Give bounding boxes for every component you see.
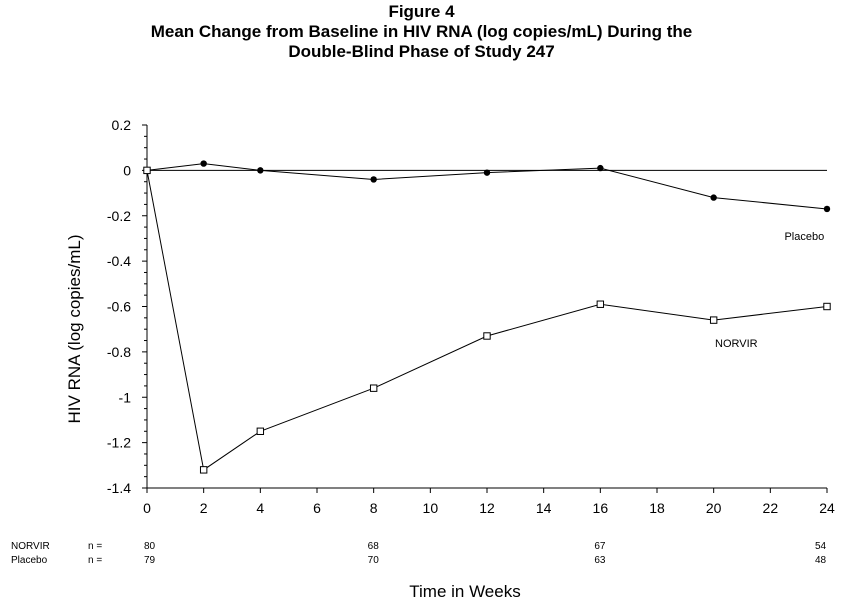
x-tick-label: 14 [536,500,552,516]
norvir-data-point [483,332,491,340]
y-tick-label: -0.6 [107,299,131,315]
x-tick-label: 12 [479,500,495,516]
figure-title-line-2: Mean Change from Baseline in HIV RNA (lo… [150,22,693,41]
x-tick-label: 18 [649,500,665,516]
norvir-data-point [199,466,208,474]
norvir-data-point [709,316,718,324]
placebo-n-value: 79 [144,555,156,566]
norvir-n-value: 67 [594,541,606,552]
placebo-n-value: 48 [815,555,827,566]
placebo-series-label: Placebo [784,231,824,243]
placebo-n-prefix: n = [88,555,103,566]
y-tick-label: 0.2 [112,117,132,133]
norvir-series-line [146,170,828,471]
norvir-data-point [823,302,831,311]
norvir-n-row-label: NORVIR [11,541,50,552]
x-tick-label: 8 [370,500,378,516]
x-tick-label: 24 [819,500,835,516]
figure-title-line-3: Double-Blind Phase of Study 247 [288,42,555,61]
norvir-data-point [596,300,605,308]
y-tick-label: -1 [119,389,132,405]
placebo-n-value: 63 [594,555,606,566]
x-tick-label: 16 [593,500,609,516]
axes: 0.20-0.2-0.4-0.6-0.8-1-1.2-1.40 2 4 6 8 10 12 1… [107,117,835,516]
norvir-n-value: 54 [815,541,827,552]
placebo-n-row-label: Placebo [11,555,48,566]
x-tick-label: 20 [706,500,722,516]
y-tick-label: -0.4 [107,253,131,269]
norvir-data-point [369,384,378,392]
norvir-n-value: 80 [144,541,156,552]
placebo-series-line [146,163,828,210]
figure-title-line-1: Figure 4 [388,2,455,21]
placebo-n-value: 70 [367,555,379,566]
norvir-n-value: 68 [367,541,379,552]
x-tick-label: 0 [143,500,151,516]
y-tick-label: 0 [123,162,131,178]
x-axis-label: Time in Weeks [409,582,520,601]
y-tick-label: -0.8 [107,344,131,360]
x-tick-label: 4 [256,500,264,516]
x-tick-label: 10 [423,500,439,516]
norvir-series-label: NORVIR [715,338,758,350]
x-tick-label: 2 [200,500,208,516]
y-axis-label: HIV RNA (log copies/mL) [65,235,84,424]
norvir-data-point [256,427,265,435]
y-tick-label: -1.2 [107,435,131,451]
placebo-data-point [483,169,491,176]
placebo-data-point [823,205,831,213]
placebo-data-point [597,164,604,172]
placebo-data-point [200,160,207,167]
norvir-n-prefix: n = [88,541,103,552]
chart-marks: Placebo NORVIR [143,160,831,474]
x-tick-label: 6 [313,500,321,516]
figure-title: Figure 4 Mean Change from Baseline in HI… [0,2,843,62]
placebo-data-point [257,167,264,174]
y-tick-label: -0.2 [107,208,131,224]
placebo-data-point [710,194,717,201]
y-tick-label: -1.4 [107,480,131,496]
placebo-data-point [370,176,377,183]
norvir-data-point [143,166,151,175]
x-tick-label: 22 [763,500,779,516]
